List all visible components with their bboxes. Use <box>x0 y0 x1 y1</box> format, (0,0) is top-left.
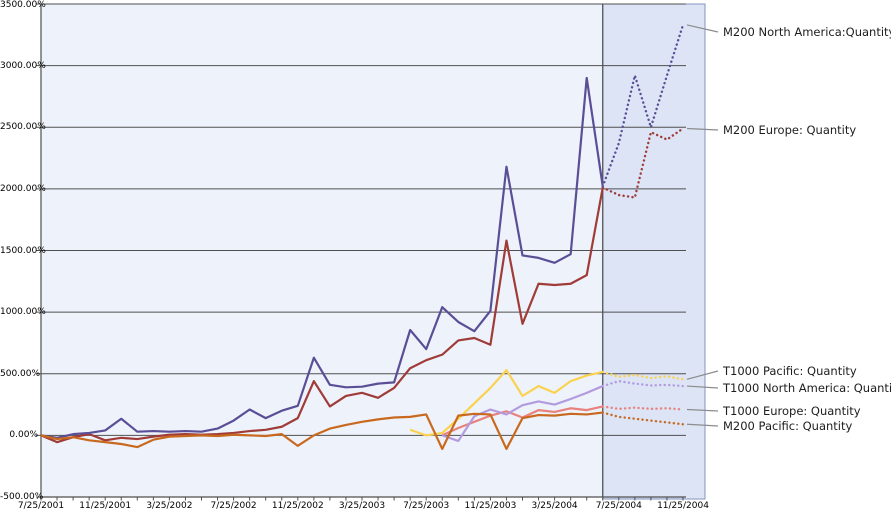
y-axis-tick-label: 2000.00% <box>0 183 46 194</box>
series-forecast-line-t1000-pacific-quantity <box>601 370 685 381</box>
callout-t1000-pacific: T1000 Pacific: Quantity <box>723 364 857 378</box>
leader-line-m200-europe-quantity <box>686 127 719 131</box>
y-axis-tick-label: 3500.00% <box>0 0 46 10</box>
callout-m200-pacific: M200 Pacific: Quantity <box>723 419 853 433</box>
series-line-t1000-north-america-quantity <box>441 385 604 443</box>
callout-t1000-north-america: T1000 North America: Quantity <box>723 381 891 395</box>
x-axis-tick-label: 3/25/2004 <box>531 501 578 511</box>
y-axis-tick-label: 500.00% <box>0 368 41 379</box>
x-axis-tick-label: 7/25/2003 <box>403 501 450 511</box>
leader-line-t1000-north-america-quantity <box>686 385 719 389</box>
x-axis-tick-label: 7/25/2001 <box>17 501 65 511</box>
leader-line-m200-north-america-quantity <box>686 24 719 33</box>
x-axis-tick-label: 3/25/2002 <box>146 501 193 511</box>
gridlines <box>36 3 686 498</box>
y-axis-tick-label: 1500.00% <box>0 245 46 256</box>
x-axis-tick-label: 7/25/2002 <box>210 501 257 511</box>
x-axis-tick-label: 3/25/2003 <box>338 501 386 511</box>
x-axis-tick-label: 7/25/2004 <box>595 501 642 511</box>
series-line-m200-pacific-quantity <box>40 411 603 451</box>
axis-lines <box>40 4 686 498</box>
y-axis-tick-label: -500.00% <box>0 492 44 502</box>
callout-m200-europe: M200 Europe: Quantity <box>723 123 857 137</box>
x-axis-tick-label: 11/25/2002 <box>271 501 324 511</box>
callout-t1000-europe: T1000 Europe: Quantity <box>723 404 861 418</box>
y-axis-tick-label: 2500.00% <box>0 122 46 133</box>
x-axis-tick-label: 11/25/2003 <box>464 501 517 511</box>
series-forecast-line-m200-europe-quantity <box>601 127 685 199</box>
series-forecast-line-m200-north-america-quantity <box>601 23 685 188</box>
series-line-m200-north-america-quantity <box>40 76 604 439</box>
x-axis-tick-label: 11/25/2001 <box>79 501 132 511</box>
series-forecast-line-m200-pacific-quantity <box>601 411 685 426</box>
callout-m200-north-america: M200 North America:Quantity <box>723 25 891 39</box>
leader-line-m200-pacific-quantity <box>686 423 719 427</box>
x-axis-tick-label: 11/25/2004 <box>657 501 709 511</box>
series-forecast-line-t1000-north-america-quantity <box>601 379 685 388</box>
leader-line-t1000-pacific-quantity <box>686 370 719 380</box>
leader-lines <box>686 24 719 427</box>
series-line-m200-europe-quantity <box>40 187 604 444</box>
series-forecast-line-t1000-europe-quantity <box>601 405 685 411</box>
y-axis-tick-label: 0.00% <box>9 430 38 441</box>
y-axis-tick-label: 1000.00% <box>0 307 46 318</box>
leader-line-t1000-europe-quantity <box>686 408 719 412</box>
series-line-t1000-pacific-quantity <box>409 368 603 437</box>
y-axis-tick-label: 3000.00% <box>0 60 46 71</box>
